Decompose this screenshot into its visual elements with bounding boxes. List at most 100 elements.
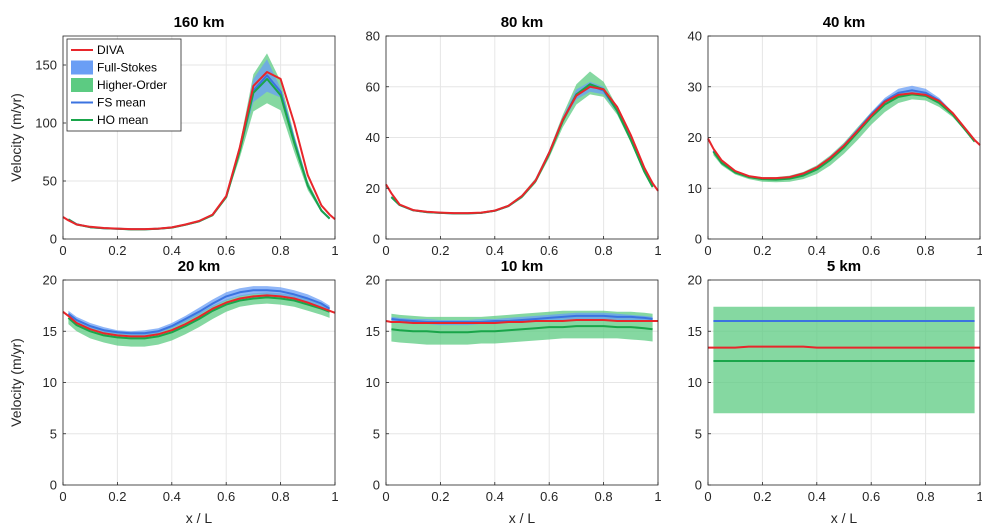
x-axis-label: x / L [186,510,213,526]
x-tick-label: 0.4 [808,489,826,504]
y-tick-label: 50 [43,174,57,189]
legend: DIVA Full-Stokes Higher-Order FS mean HO mea… [66,38,182,132]
series-line-ho-mean [391,325,653,334]
y-tick-label: 5 [695,426,702,441]
y-tick-label: 40 [688,29,702,44]
y-tick-label: 10 [688,181,702,196]
y-tick-label: 15 [43,324,57,339]
y-tick-label: 0 [50,478,57,493]
x-tick-label: 1 [976,243,982,258]
x-tick-label: 0.2 [108,243,126,258]
y-tick-label: 0 [695,478,702,493]
series-line-ho-mean [67,296,330,340]
series-line-diva [385,85,659,215]
panel-title: 40 km [823,14,866,31]
x-tick-label: 0.8 [917,489,935,504]
x-tick-label: 0 [382,243,389,258]
x-tick-label: 0 [59,489,66,504]
x-tick-label: 0.4 [163,243,181,258]
panel-1: 0 0.2 0.4 0.6 0.8 1 0 20 40 60 80 80 km [366,14,662,258]
x-tick-label: 0.8 [595,489,613,504]
series-line-diva [385,319,658,324]
band-higher-order [68,53,330,230]
legend-swatch-full-stokes [71,60,93,75]
y-tick-label: 0 [695,232,702,247]
x-tick-label: 0.6 [862,489,880,504]
y-tick-label: 5 [373,426,380,441]
y-tick-label: 20 [366,273,380,288]
x-tick-label: 0.6 [217,489,235,504]
x-tick-label: 0.2 [431,489,449,504]
y-tick-label: 40 [366,130,380,145]
y-tick-label: 20 [43,273,57,288]
series-line-diva [62,71,336,231]
x-tick-label: 0.8 [272,243,290,258]
panel-title: 20 km [178,258,221,275]
x-tick-label: 0.8 [272,489,290,504]
y-tick-label: 15 [366,324,380,339]
y-tick-label: 15 [688,324,702,339]
legend-label: Higher-Order [97,78,167,92]
panel-title: 160 km [174,14,225,31]
x-tick-label: 1 [331,243,338,258]
y-tick-label: 60 [366,79,380,94]
axes-box [62,35,336,240]
y-tick-label: 10 [688,375,702,390]
panel-title: 10 km [501,258,544,275]
x-tick-label: 0.8 [917,243,935,258]
y-tick-label: 20 [688,130,702,145]
x-tick-label: 0 [382,489,389,504]
x-tick-label: 0.6 [217,243,235,258]
legend-label: DIVA [97,43,124,57]
panel-0: 0 0.2 0.4 0.6 0.8 1 0 50 100 150 160 km Velocity (m… [8,14,339,258]
series-line-fs-mean [67,289,331,335]
y-tick-label: 20 [366,181,380,196]
legend-label: FS mean [97,96,146,110]
y-tick-label: 0 [373,478,380,493]
x-tick-label: 0.8 [595,243,613,258]
x-tick-label: 0.2 [108,489,126,504]
y-tick-label: 100 [35,116,57,131]
x-tick-label: 1 [331,489,338,504]
x-tick-label: 0.2 [753,489,771,504]
x-tick-label: 1 [654,489,661,504]
panel-title: 5 km [827,258,861,275]
x-tick-label: 0.6 [540,243,558,258]
x-tick-label: 0 [704,489,711,504]
x-tick-label: 1 [976,489,982,504]
x-tick-label: 0.2 [431,243,449,258]
series-line-diva [708,345,980,349]
y-tick-label: 10 [366,375,380,390]
y-tick-label: 150 [35,58,57,73]
y-axis-label: Velocity (m/yr) [8,93,24,182]
panel-title: 80 km [501,14,544,31]
x-tick-label: 0 [704,243,711,258]
legend-label: HO mean [97,113,148,127]
x-axis-label: x / L [509,510,536,526]
y-axis-label: Velocity (m/yr) [8,338,24,427]
y-tick-label: 5 [50,426,57,441]
legend-label: Full-Stokes [97,61,157,75]
x-tick-label: 0.4 [486,243,504,258]
x-tick-label: 0.4 [808,243,826,258]
series-line-diva [707,92,981,180]
y-tick-label: 10 [43,375,57,390]
x-tick-label: 1 [654,243,661,258]
x-axis-label: x / L [831,510,858,526]
x-tick-label: 0.6 [540,489,558,504]
y-tick-label: 30 [688,79,702,94]
y-tick-label: 80 [366,29,380,44]
x-tick-label: 0 [59,243,66,258]
legend-swatch-higher-order [71,78,93,92]
y-tick-label: 20 [688,273,702,288]
y-tick-label: 0 [50,232,57,247]
x-tick-label: 0.6 [862,243,880,258]
x-tick-label: 0.2 [753,243,771,258]
x-tick-label: 0.4 [163,489,181,504]
y-tick-label: 0 [373,232,380,247]
